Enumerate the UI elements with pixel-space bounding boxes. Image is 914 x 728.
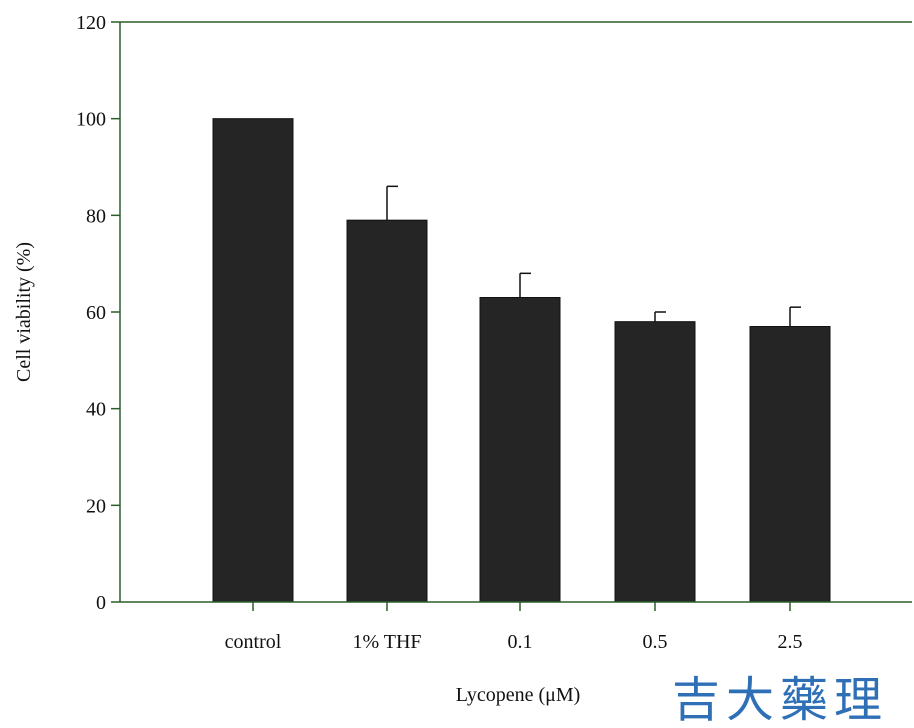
bar-chart: 0 20 40 60 80 100 120 control 1% THF 0.1 0.5 2.5 L… xyxy=(13,12,912,706)
watermark-logo: 吉大藥理 xyxy=(672,672,889,728)
axes xyxy=(119,21,912,603)
x-tick-label-4: 2.5 xyxy=(778,631,803,653)
error-bars xyxy=(386,185,801,327)
x-axis-title: Lycopene (μM) xyxy=(456,684,581,706)
bar-4 xyxy=(749,326,831,603)
error-bar-4 xyxy=(789,306,801,327)
y-tick-label-4: 80 xyxy=(86,205,106,227)
x-tick-label-1: 1% THF xyxy=(352,631,421,653)
bar-2 xyxy=(479,297,561,603)
bars xyxy=(212,118,831,603)
y-tick-label-5: 100 xyxy=(76,109,106,131)
error-bar-1 xyxy=(386,185,398,221)
y-tick-label-2: 40 xyxy=(86,399,106,421)
x-tick-label-2: 0.1 xyxy=(508,631,533,653)
y-tick-label-3: 60 xyxy=(86,302,106,324)
x-axis-ticks: control 1% THF 0.1 0.5 2.5 xyxy=(225,602,803,653)
y-axis-ticks: 0 20 40 60 80 100 120 xyxy=(76,12,120,614)
bar-3 xyxy=(614,321,696,603)
y-tick-label-6: 120 xyxy=(76,12,106,34)
error-bar-3 xyxy=(654,311,666,322)
x-tick-label-3: 0.5 xyxy=(643,631,668,653)
y-tick-label-1: 20 xyxy=(86,495,106,517)
x-tick-label-0: control xyxy=(225,631,282,653)
error-bar-2 xyxy=(519,272,531,298)
bar-1 xyxy=(346,219,428,603)
y-tick-label-0: 0 xyxy=(96,592,106,614)
bar-0 xyxy=(212,118,294,603)
y-axis-title: Cell viability (%) xyxy=(13,242,35,382)
